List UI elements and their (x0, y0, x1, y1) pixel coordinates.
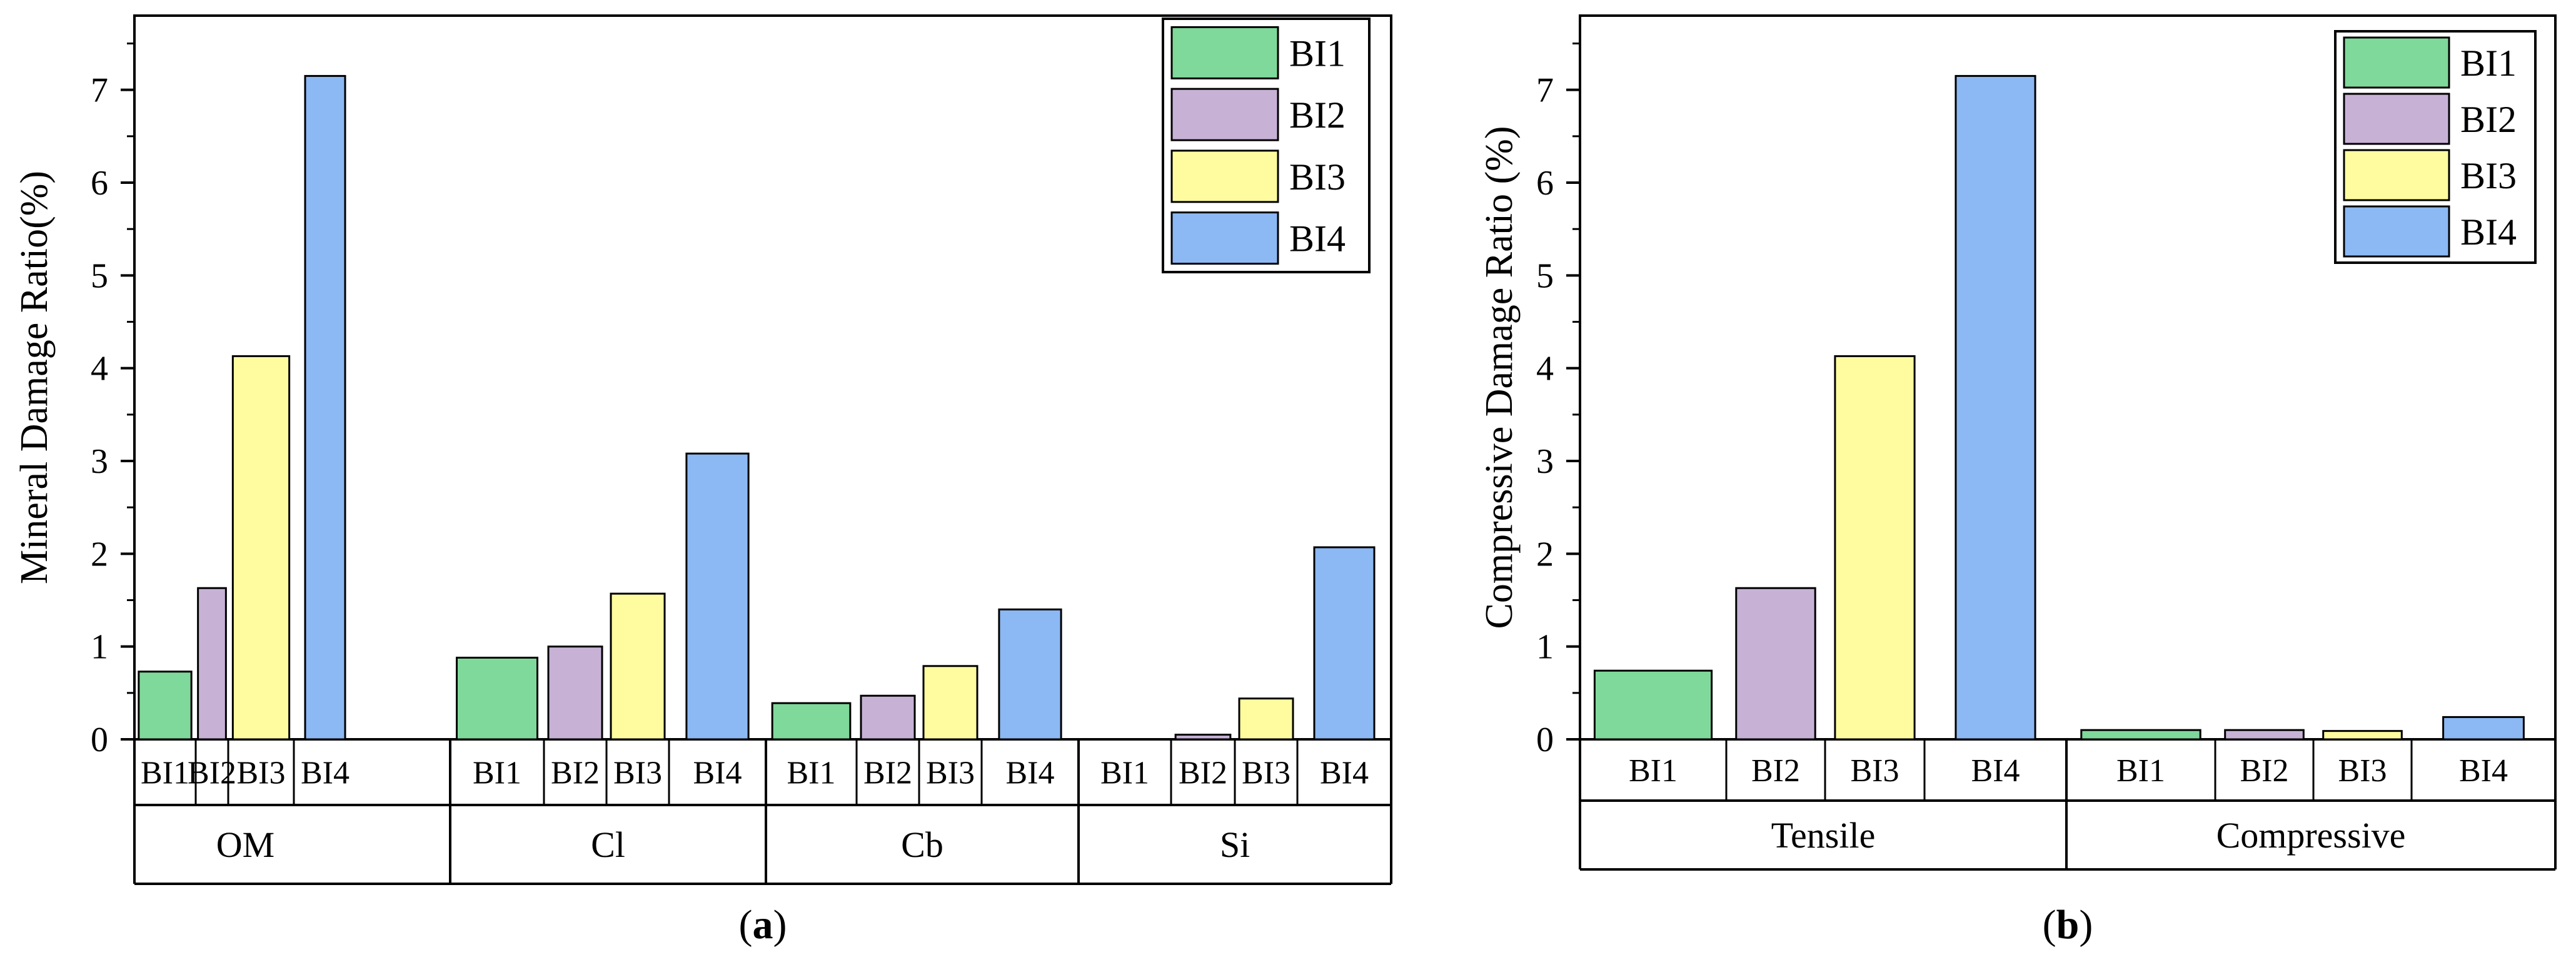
group-label-cl: Cl (591, 824, 625, 865)
y-tick-label: 3 (91, 442, 108, 481)
bar-om-bi2 (197, 587, 227, 741)
y-tick-label: 2 (91, 535, 108, 574)
bar-cb-bi3 (922, 665, 979, 741)
category-label: BI3 (613, 756, 662, 791)
bar-si-bi2 (1174, 734, 1232, 741)
legend-label-bi1: BI1 (2460, 43, 2517, 84)
bar-cb-bi2 (860, 694, 916, 741)
bar-compressive-bi3 (2322, 730, 2403, 741)
category-label: BI3 (2338, 753, 2387, 789)
category-label: BI2 (1179, 756, 1227, 791)
category-label: BI2 (863, 756, 912, 791)
category-label: BI1 (787, 756, 836, 791)
legend-swatch-bi4 (1170, 211, 1279, 265)
bar-tensile-bi3 (1834, 355, 1916, 741)
group-label-om: OM (216, 824, 274, 865)
legend-label-bi4: BI4 (2460, 211, 2517, 253)
legend-swatch-bi2 (1170, 88, 1279, 141)
y-tick-label: 6 (91, 164, 108, 203)
legend-swatch-bi3 (1170, 149, 1279, 203)
bar-cb-bi1 (771, 702, 852, 741)
plot-frame (133, 14, 1392, 741)
group-label-tensile: Tensile (1771, 815, 1876, 856)
legend-label-bi1: BI1 (1289, 33, 1346, 74)
y-tick-label: 6 (1536, 164, 1554, 203)
bar-si-bi3 (1238, 697, 1294, 741)
y-tick-label: 7 (91, 71, 108, 110)
y-tick-label: 5 (91, 256, 108, 295)
y-tick-label: 3 (1536, 442, 1554, 481)
bar-cl-bi2 (547, 645, 603, 741)
legend-label-bi2: BI2 (2460, 99, 2517, 140)
panel-label: (b) (2043, 902, 2093, 948)
category-label: BI2 (551, 756, 600, 791)
y-tick-label: 7 (1536, 71, 1554, 110)
category-label: BI3 (237, 756, 286, 791)
group-label-cb: Cb (901, 824, 943, 865)
bar-om-bi4 (304, 74, 346, 741)
panel-label: (a) (739, 902, 787, 948)
y-axis-label: Compressive Damage Ratio (%) (1478, 126, 1521, 629)
y-tick-label: 4 (91, 350, 108, 388)
category-label: BI1 (473, 756, 521, 791)
legend-swatch-bi3 (2343, 149, 2450, 201)
legend-label-bi2: BI2 (1289, 94, 1346, 136)
category-label: BI2 (2240, 753, 2289, 789)
bar-si-bi4 (1313, 546, 1376, 741)
bar-tensile-bi2 (1735, 587, 1816, 741)
category-label: BI4 (2459, 753, 2508, 789)
legend-label-bi3: BI3 (2460, 155, 2517, 196)
bar-cl-bi4 (685, 452, 750, 741)
bar-compressive-bi4 (2442, 716, 2525, 741)
y-tick-label: 5 (1536, 256, 1554, 295)
category-label: BI1 (141, 756, 189, 791)
bar-tensile-bi1 (1593, 669, 1713, 741)
category-label: BI3 (1242, 756, 1291, 791)
legend-swatch-bi2 (2343, 93, 2450, 145)
bar-cl-bi3 (610, 592, 666, 741)
group-label-si: Si (1220, 824, 1250, 865)
group-label-compressive: Compressive (2216, 815, 2406, 856)
legend-swatch-bi1 (1170, 26, 1279, 79)
category-label: BI2 (1751, 753, 1800, 789)
chart-panel-a: 0 1 2 3 4 5 6 7 Mineral Damage Ratio(%) BI1 BI2 BI3… (13, 14, 1392, 948)
legend-swatch-bi1 (2343, 36, 2450, 89)
legend-label-bi3: BI3 (1289, 156, 1346, 198)
bar-compressive-bi2 (2224, 729, 2305, 741)
category-label: BI3 (1851, 753, 1899, 789)
bar-compressive-bi1 (2080, 729, 2201, 741)
legend-swatch-bi4 (2343, 205, 2450, 258)
category-label: BI4 (301, 756, 350, 791)
y-tick-label: 1 (1536, 628, 1554, 667)
y-tick-label: 2 (1536, 535, 1554, 574)
category-label: BI4 (1320, 756, 1369, 791)
category-label: BI1 (1100, 756, 1149, 791)
y-tick-label: 4 (1536, 350, 1554, 388)
bar-cb-bi4 (998, 608, 1062, 741)
y-tick-label: 0 (91, 721, 108, 759)
bar-cl-bi1 (456, 656, 538, 741)
bar-tensile-bi4 (1955, 74, 2036, 741)
category-label: BI4 (1006, 756, 1055, 791)
y-tick-label: 0 (1536, 721, 1554, 759)
bar-om-bi3 (231, 355, 291, 741)
bar-om-bi1 (138, 671, 193, 741)
category-label: BI4 (693, 756, 742, 791)
category-label: BI1 (1629, 753, 1678, 789)
legend: BI1 BI2 BI3 BI4 (2334, 30, 2537, 264)
y-axis-label: Mineral Damage Ratio(%) (13, 171, 56, 584)
category-label: BI4 (1971, 753, 2020, 789)
category-label: BI1 (2116, 753, 2165, 789)
legend-label-bi4: BI4 (1289, 218, 1346, 260)
y-tick-label: 1 (91, 628, 108, 667)
category-label: BI3 (926, 756, 975, 791)
legend: BI1 BI2 BI3 BI4 (1162, 18, 1371, 273)
